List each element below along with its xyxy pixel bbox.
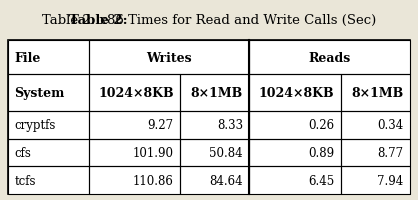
Text: 0.26: 0.26 <box>308 119 334 132</box>
Bar <box>89 75 180 112</box>
Text: tcfs: tcfs <box>14 174 36 187</box>
Text: 8.77: 8.77 <box>377 146 404 159</box>
Text: Reads: Reads <box>308 52 351 64</box>
Bar <box>341 112 410 139</box>
Bar <box>180 167 249 194</box>
Text: 1024×8KB: 1024×8KB <box>98 87 174 100</box>
Bar <box>180 139 249 167</box>
Bar <box>249 75 341 112</box>
Text: 0.89: 0.89 <box>308 146 334 159</box>
Bar <box>249 167 341 194</box>
Bar <box>8 139 89 167</box>
Text: 9.27: 9.27 <box>148 119 174 132</box>
Bar <box>249 75 341 112</box>
Text: 1024×8KB: 1024×8KB <box>259 87 334 100</box>
Bar <box>249 112 341 139</box>
Bar <box>89 75 180 112</box>
Bar <box>249 41 410 75</box>
Bar <box>341 167 410 194</box>
Text: 0.34: 0.34 <box>377 119 404 132</box>
Bar <box>180 112 249 139</box>
Bar <box>8 167 89 194</box>
Bar <box>89 41 249 75</box>
Bar <box>180 112 249 139</box>
Bar <box>341 75 410 112</box>
Bar <box>8 112 89 139</box>
Bar <box>8 139 89 167</box>
Bar <box>180 75 249 112</box>
Bar <box>89 41 249 75</box>
Bar <box>8 41 410 194</box>
Text: 50.84: 50.84 <box>209 146 243 159</box>
Bar <box>341 139 410 167</box>
Text: 8×1MB: 8×1MB <box>351 87 404 100</box>
Bar <box>89 139 180 167</box>
Text: 8.33: 8.33 <box>217 119 243 132</box>
Text: 101.90: 101.90 <box>133 146 174 159</box>
Bar <box>341 75 410 112</box>
Text: 84.64: 84.64 <box>209 174 243 187</box>
Text: 110.86: 110.86 <box>133 174 174 187</box>
Text: cryptfs: cryptfs <box>14 119 56 132</box>
Bar <box>8 167 89 194</box>
Bar <box>249 167 341 194</box>
Text: Table 2:: Table 2: <box>69 14 127 27</box>
Bar <box>341 167 410 194</box>
Bar <box>8 112 89 139</box>
Text: 7.94: 7.94 <box>377 174 404 187</box>
Text: 8×1MB: 8×1MB <box>191 87 243 100</box>
Bar <box>249 139 341 167</box>
Bar <box>180 139 249 167</box>
Text: File: File <box>14 52 41 64</box>
Bar <box>89 112 180 139</box>
Bar <box>89 167 180 194</box>
Bar <box>249 139 341 167</box>
Text: Table 2: x86 Times for Read and Write Calls (Sec): Table 2: x86 Times for Read and Write Ca… <box>42 14 376 27</box>
Bar <box>89 112 180 139</box>
Bar <box>8 41 89 75</box>
Text: 6.45: 6.45 <box>308 174 334 187</box>
Bar <box>89 139 180 167</box>
Bar <box>8 75 89 112</box>
Text: cfs: cfs <box>14 146 31 159</box>
Bar <box>8 41 89 75</box>
Text: System: System <box>14 87 65 100</box>
Bar <box>249 112 341 139</box>
Bar <box>249 41 410 75</box>
Bar <box>89 167 180 194</box>
Bar <box>341 139 410 167</box>
Bar <box>180 75 249 112</box>
Text: Writes: Writes <box>146 52 192 64</box>
Bar <box>8 75 89 112</box>
Bar <box>180 167 249 194</box>
Bar <box>341 112 410 139</box>
